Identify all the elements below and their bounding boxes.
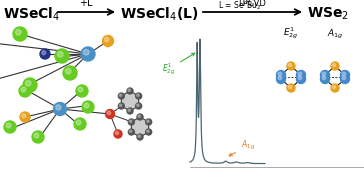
Circle shape xyxy=(129,130,132,132)
Circle shape xyxy=(21,87,26,92)
Circle shape xyxy=(146,129,152,135)
Circle shape xyxy=(129,120,132,122)
Circle shape xyxy=(119,104,122,106)
Circle shape xyxy=(137,114,143,120)
Circle shape xyxy=(278,76,282,80)
Circle shape xyxy=(137,104,139,106)
Text: L = Se$^n$Bu$_2$: L = Se$^n$Bu$_2$ xyxy=(218,0,262,12)
Circle shape xyxy=(322,72,326,76)
Circle shape xyxy=(55,49,69,63)
Circle shape xyxy=(66,68,71,74)
Circle shape xyxy=(332,63,336,67)
Circle shape xyxy=(25,81,31,86)
Circle shape xyxy=(83,50,89,55)
Circle shape xyxy=(278,72,282,76)
Circle shape xyxy=(277,74,285,84)
Circle shape xyxy=(322,76,326,80)
Circle shape xyxy=(128,119,134,125)
Polygon shape xyxy=(121,91,139,111)
Circle shape xyxy=(146,119,152,125)
Circle shape xyxy=(118,93,124,99)
Circle shape xyxy=(287,84,295,92)
Circle shape xyxy=(19,85,31,97)
Circle shape xyxy=(4,121,16,133)
Text: $A_{1g}$: $A_{1g}$ xyxy=(327,28,343,41)
Circle shape xyxy=(22,114,26,118)
Circle shape xyxy=(331,84,339,92)
Text: $E^1_{2g}$: $E^1_{2g}$ xyxy=(162,53,195,77)
Circle shape xyxy=(138,135,141,137)
Text: WSe$_2$: WSe$_2$ xyxy=(307,6,349,22)
Circle shape xyxy=(23,78,37,92)
Circle shape xyxy=(147,120,149,122)
Text: $A_{1g}$: $A_{1g}$ xyxy=(229,139,255,156)
Circle shape xyxy=(15,29,21,35)
Circle shape xyxy=(84,103,89,108)
Circle shape xyxy=(342,72,346,76)
Circle shape xyxy=(320,74,329,84)
Circle shape xyxy=(42,51,46,55)
Circle shape xyxy=(277,70,285,80)
Circle shape xyxy=(340,74,349,84)
Circle shape xyxy=(128,89,130,91)
Circle shape xyxy=(118,103,124,109)
Circle shape xyxy=(81,47,95,61)
Circle shape xyxy=(127,108,133,114)
Text: $E^1_{2g}$: $E^1_{2g}$ xyxy=(283,26,299,41)
Circle shape xyxy=(287,62,295,70)
Circle shape xyxy=(107,111,111,115)
Circle shape xyxy=(78,87,83,92)
Circle shape xyxy=(320,70,329,80)
Circle shape xyxy=(137,134,143,140)
Circle shape xyxy=(63,66,77,80)
Text: +L: +L xyxy=(79,0,93,8)
Circle shape xyxy=(58,51,63,57)
Circle shape xyxy=(342,76,346,80)
Circle shape xyxy=(136,93,142,99)
Circle shape xyxy=(13,27,27,41)
Circle shape xyxy=(147,130,149,132)
Circle shape xyxy=(137,94,139,96)
Circle shape xyxy=(40,49,50,59)
Circle shape xyxy=(82,101,94,113)
Circle shape xyxy=(56,105,61,110)
Circle shape xyxy=(54,102,67,115)
Text: WSeCl$_4$(L): WSeCl$_4$(L) xyxy=(120,6,199,23)
Circle shape xyxy=(340,70,349,80)
Circle shape xyxy=(104,37,109,42)
Circle shape xyxy=(115,131,119,135)
Circle shape xyxy=(106,109,115,119)
Circle shape xyxy=(128,129,134,135)
Circle shape xyxy=(297,70,305,80)
Circle shape xyxy=(138,115,141,117)
Circle shape xyxy=(76,85,88,97)
Circle shape xyxy=(6,123,11,128)
Circle shape xyxy=(331,62,339,70)
Circle shape xyxy=(76,120,81,125)
Circle shape xyxy=(114,130,122,138)
Circle shape xyxy=(34,133,39,138)
Circle shape xyxy=(20,112,30,122)
Circle shape xyxy=(103,36,114,46)
Circle shape xyxy=(298,72,302,76)
Text: LPCVD: LPCVD xyxy=(238,0,266,8)
Text: WSeCl$_4$: WSeCl$_4$ xyxy=(3,6,60,23)
Circle shape xyxy=(332,85,336,89)
Circle shape xyxy=(74,118,86,130)
Polygon shape xyxy=(131,117,149,137)
Circle shape xyxy=(127,88,133,94)
Circle shape xyxy=(128,109,130,112)
Circle shape xyxy=(297,74,305,84)
Circle shape xyxy=(288,85,292,89)
Circle shape xyxy=(288,63,292,67)
Circle shape xyxy=(298,76,302,80)
Circle shape xyxy=(136,103,142,109)
Circle shape xyxy=(32,131,44,143)
Circle shape xyxy=(119,94,122,96)
